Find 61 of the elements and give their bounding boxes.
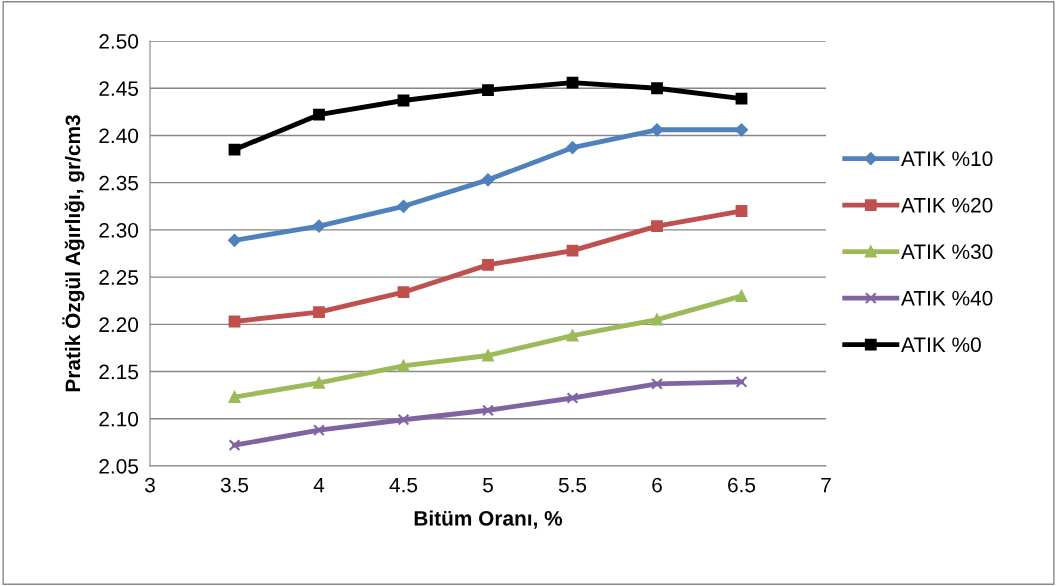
legend-label: ATIK %10 bbox=[901, 151, 993, 167]
x-tick-label: 4.5 bbox=[389, 477, 418, 493]
x-tick-label: 6.5 bbox=[728, 477, 756, 493]
point bbox=[313, 376, 325, 389]
point bbox=[397, 286, 410, 299]
y-tick-label: 2.20 bbox=[99, 317, 139, 333]
y-tick-label: 2.35 bbox=[99, 175, 139, 191]
point bbox=[228, 391, 241, 403]
point bbox=[651, 313, 663, 326]
point bbox=[735, 376, 748, 388]
y-tick-label: 2.15 bbox=[99, 364, 139, 380]
point bbox=[397, 359, 410, 372]
legend-label: ATIK %30 bbox=[901, 244, 993, 260]
point bbox=[566, 392, 579, 404]
y-tick-label: 2.50 bbox=[99, 34, 139, 49]
point bbox=[482, 84, 494, 97]
x-tick-label: 5 bbox=[483, 477, 493, 493]
y-tick-label: 2.05 bbox=[99, 459, 139, 474]
point bbox=[397, 199, 410, 213]
y-tick-label: 2.40 bbox=[99, 128, 139, 144]
y-tick-label: 2.45 bbox=[99, 81, 139, 96]
point bbox=[566, 141, 579, 155]
point bbox=[566, 244, 579, 257]
x-tick-label: 3.5 bbox=[220, 477, 249, 493]
point bbox=[228, 233, 241, 247]
y-axis-title: Pratik Özgül Ağırlığı, gr/cm3 bbox=[62, 115, 85, 392]
point bbox=[228, 439, 241, 452]
point bbox=[735, 92, 748, 105]
point bbox=[482, 349, 494, 362]
point bbox=[651, 82, 663, 95]
point bbox=[735, 290, 748, 302]
y-tick-label: 2.30 bbox=[99, 222, 139, 238]
x-tick-label: 5.5 bbox=[558, 477, 587, 493]
y-tick-label: 2.25 bbox=[99, 270, 139, 285]
legend-label: ATIK %40 bbox=[901, 290, 993, 306]
x-axis-title: Bitüm Oranı, % bbox=[414, 510, 563, 529]
legend-label: ATIK %0 bbox=[901, 337, 981, 353]
point bbox=[651, 220, 663, 233]
point bbox=[313, 108, 325, 121]
x-tick-label: 6 bbox=[652, 477, 662, 493]
point bbox=[228, 143, 241, 156]
point bbox=[397, 413, 410, 426]
point bbox=[313, 424, 325, 437]
x-tick-label: 4 bbox=[313, 477, 325, 493]
point bbox=[312, 219, 326, 233]
point bbox=[650, 123, 664, 137]
x-tick-label: 3 bbox=[145, 477, 155, 493]
point bbox=[481, 173, 495, 187]
point bbox=[651, 377, 663, 390]
x-tick-label: 7 bbox=[821, 477, 831, 493]
y-tick-label: 2.10 bbox=[99, 411, 139, 427]
legend-label: ATIK %20 bbox=[901, 197, 993, 213]
point bbox=[482, 404, 494, 417]
point bbox=[735, 205, 748, 217]
point bbox=[397, 94, 410, 107]
point bbox=[482, 258, 494, 271]
point bbox=[566, 329, 579, 342]
point bbox=[566, 76, 579, 89]
point bbox=[313, 306, 325, 318]
point bbox=[735, 123, 748, 137]
point bbox=[228, 315, 241, 328]
